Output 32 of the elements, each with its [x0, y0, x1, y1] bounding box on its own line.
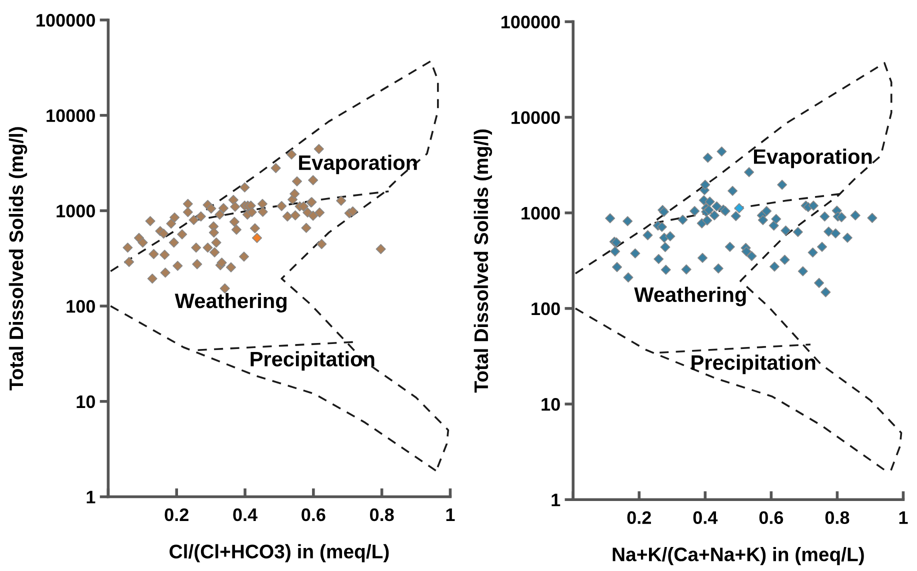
y-tick-label: 1000 [56, 204, 95, 218]
y-tick-label: 100 [66, 300, 95, 313]
x-tick-label: 0.6 [759, 511, 784, 524]
x-tick-label: 0.4 [233, 508, 258, 522]
x-tick-label: 1 [446, 508, 455, 521]
y-tick-label: 1 [86, 490, 96, 504]
y-tick-label: 10000 [512, 111, 560, 124]
annotation: Weathering [634, 286, 746, 306]
annotation: Evaporation [754, 148, 872, 168]
y-tick-label: 1 [552, 494, 560, 506]
x-tick-label: 0.4 [693, 511, 718, 524]
annotation: Precipitation [692, 354, 816, 374]
y-axis-title: Total Dissolved Solids (mg/l) [474, 129, 492, 393]
annotation: Precipitation [250, 351, 374, 371]
y-tick-label: 10 [542, 398, 560, 411]
y-tick-label: 100000 [36, 14, 95, 27]
x-axis-title: Cl/(Cl+HCO3) in (meq/L) [170, 544, 389, 562]
annotation: Evaporation [299, 154, 417, 174]
y-tick-label: 1000 [522, 206, 560, 220]
x-tick-label: 1 [899, 511, 908, 524]
x-tick-label: 0.8 [825, 511, 850, 524]
y-tick-label: 10 [76, 395, 95, 408]
y-axis-title: Total Dissolved Solids (mg/l) [8, 127, 28, 390]
y-tick-label: 100 [532, 302, 560, 316]
annotation: Weathering [174, 292, 286, 312]
y-tick-label: 10000 [46, 109, 95, 122]
x-tick-label: 0.8 [370, 508, 394, 522]
x-axis-title: Na+K/(Ca+Na+K) in (meq/L) [612, 547, 864, 566]
y-tick-label: 100000 [502, 16, 560, 28]
x-tick-label: 0.6 [302, 508, 326, 522]
x-tick-label: 0.2 [164, 508, 188, 522]
x-tick-label: 0.2 [627, 511, 651, 524]
